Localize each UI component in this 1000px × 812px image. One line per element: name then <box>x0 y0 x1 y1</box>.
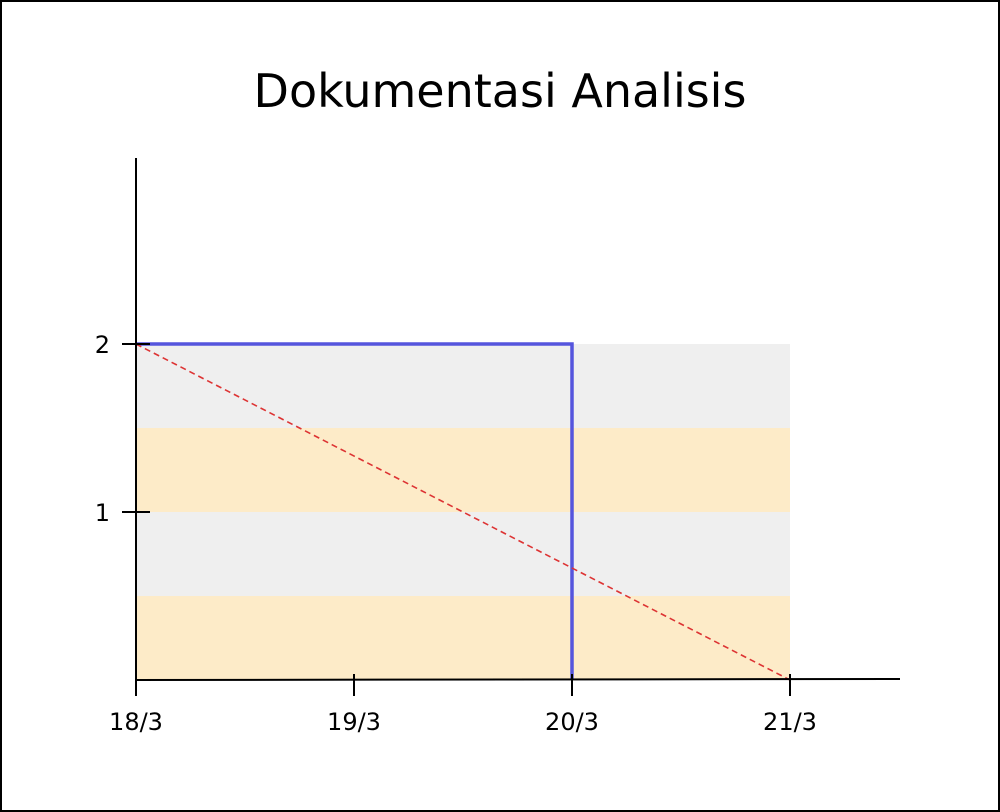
band-3 <box>136 344 790 428</box>
x-tick-label-2: 20/3 <box>545 708 599 736</box>
axes: 18/3 19/3 20/3 21/3 1 2 <box>95 158 901 736</box>
band-0 <box>136 596 790 680</box>
band-2 <box>136 428 790 512</box>
y-tick-label-0: 1 <box>95 499 110 527</box>
x-axis-line <box>135 678 901 681</box>
x-tick-label-0: 18/3 <box>109 708 163 736</box>
series-line-1 <box>135 343 791 681</box>
background-bands <box>136 344 790 680</box>
band-1 <box>136 512 790 596</box>
y-tick-label-1: 2 <box>95 331 110 359</box>
x-tick-label-1: 19/3 <box>327 708 381 736</box>
x-tick-label-3: 21/3 <box>763 708 817 736</box>
chart-title: Dokumentasi Analisis <box>253 64 747 118</box>
series-layer <box>135 342 791 681</box>
